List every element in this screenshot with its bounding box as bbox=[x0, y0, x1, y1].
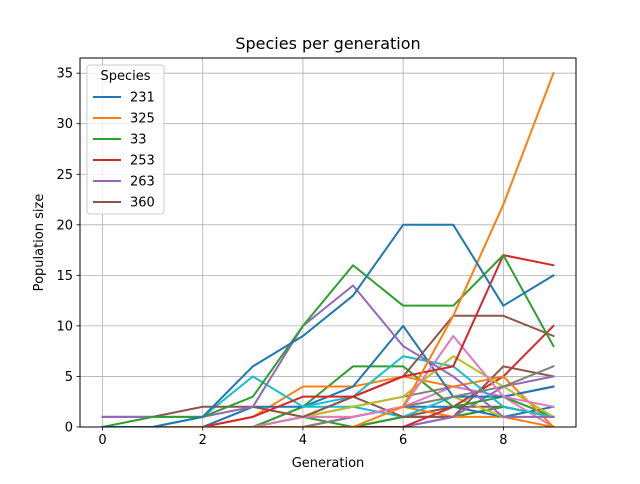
x-tick-label: 0 bbox=[98, 433, 106, 448]
legend-label-360: 360 bbox=[130, 196, 155, 211]
series-line-325 bbox=[101, 71, 555, 427]
x-tick-label: 2 bbox=[199, 433, 207, 448]
x-axis-label: Generation bbox=[292, 456, 365, 471]
legend-label-263: 263 bbox=[130, 175, 155, 190]
series-line-360 bbox=[101, 314, 555, 418]
y-tick-label: 5 bbox=[65, 370, 73, 385]
series-line-12 bbox=[101, 375, 555, 427]
y-tick-label: 15 bbox=[56, 269, 73, 284]
legend: Species 231 325 33 253 263 360 bbox=[86, 64, 165, 215]
x-tick-label: 4 bbox=[299, 433, 307, 448]
y-axis-label: Population size bbox=[32, 194, 47, 292]
y-tick-label: 25 bbox=[56, 168, 73, 183]
y-tick-label: 10 bbox=[56, 319, 73, 334]
legend-label-33: 33 bbox=[130, 133, 147, 148]
y-tick-label: 0 bbox=[65, 421, 73, 436]
legend-label-253: 253 bbox=[130, 154, 155, 169]
series-line-253 bbox=[101, 254, 555, 427]
series-line-7 bbox=[101, 335, 555, 427]
legend-label-325: 325 bbox=[130, 112, 155, 127]
series-line-9 bbox=[101, 355, 555, 427]
y-tick-label: 20 bbox=[56, 218, 73, 233]
series-lines bbox=[101, 71, 555, 427]
chart-title: Species per generation bbox=[235, 34, 420, 53]
plot-frame bbox=[79, 57, 577, 428]
series-line-8 bbox=[101, 365, 555, 427]
series-line-33 bbox=[101, 254, 555, 427]
legend-label-231: 231 bbox=[130, 91, 155, 106]
legend-box bbox=[86, 64, 165, 215]
x-tick-label: 6 bbox=[399, 433, 407, 448]
y-tick-label: 30 bbox=[56, 117, 73, 132]
x-tick-label: 8 bbox=[499, 433, 507, 448]
y-tick-label: 35 bbox=[56, 67, 73, 82]
axis-ticks: 0 2 4 6 8 0 5 10 15 20 25 30 35 bbox=[56, 67, 507, 448]
series-line-231 bbox=[101, 223, 555, 427]
legend-title: Species bbox=[100, 69, 150, 84]
